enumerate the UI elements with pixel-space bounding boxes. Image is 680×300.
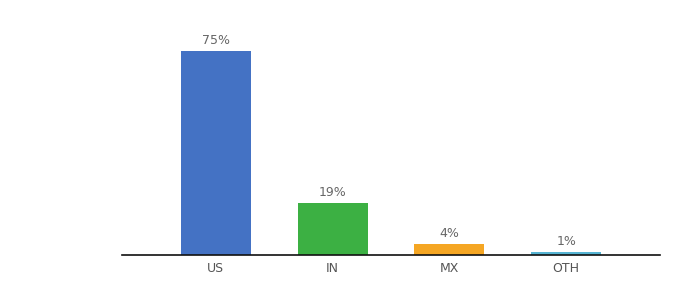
Text: 4%: 4% <box>439 227 459 240</box>
Bar <box>298 203 368 255</box>
Bar <box>414 244 484 255</box>
Bar <box>181 51 251 255</box>
Text: 75%: 75% <box>202 34 230 47</box>
Text: 19%: 19% <box>319 186 347 199</box>
Bar <box>531 252 601 255</box>
Text: 1%: 1% <box>556 235 576 248</box>
